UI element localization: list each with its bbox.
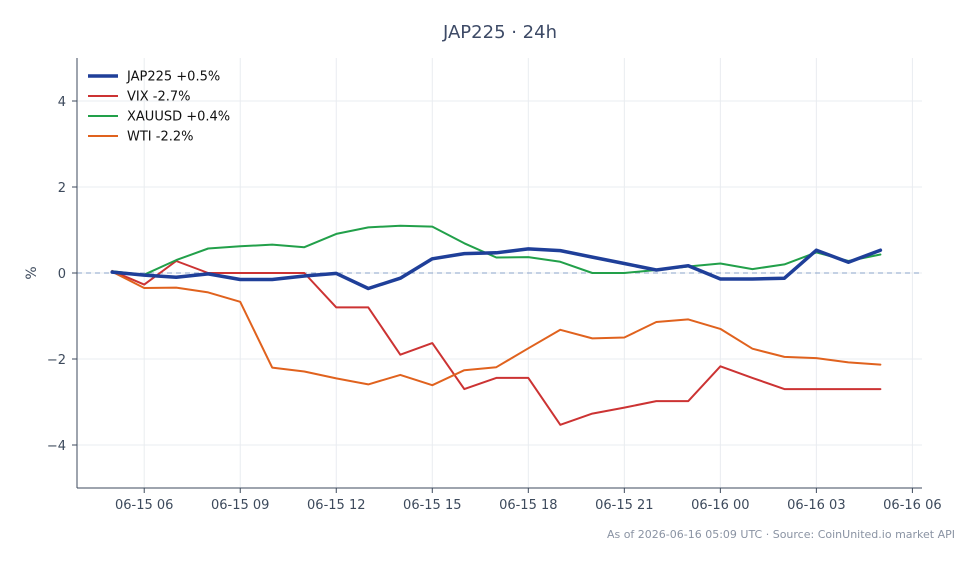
y-tick-label: −2 <box>47 353 66 368</box>
series-line-2 <box>111 224 882 276</box>
source-footer: As of 2026-06-16 05:09 UTC · Source: Coi… <box>607 528 955 541</box>
x-tick-label: 06-15 18 <box>499 498 557 513</box>
y-tick-label: −4 <box>47 439 66 454</box>
x-tick-label: 06-15 21 <box>595 498 653 513</box>
x-tick-label: 06-16 06 <box>883 498 941 513</box>
series-line-3 <box>111 270 882 387</box>
series-lines <box>110 224 883 426</box>
x-tick-label: 06-15 15 <box>403 498 461 513</box>
y-tick-label: 0 <box>58 267 66 282</box>
y-axis-label: % <box>24 266 40 279</box>
series-line-0 <box>110 247 883 291</box>
y-tick-label: 2 <box>58 181 66 196</box>
x-ticks: 06-15 06 06-15 09 06-15 12 06-15 15 06-15 18… <box>115 488 942 513</box>
x-tick-label: 06-15 09 <box>211 498 269 513</box>
legend-entry: VIX -2.7% <box>127 90 190 105</box>
x-tick-label: 06-16 00 <box>691 498 749 513</box>
x-tick-label: 06-15 06 <box>115 498 173 513</box>
legend-entry: XAUUSD +0.4% <box>127 110 230 125</box>
y-tick-label: 4 <box>58 95 66 110</box>
legend-entry: WTI -2.2% <box>127 130 193 145</box>
y-ticks: −4 −2 0 2 4 <box>47 95 77 454</box>
legend-entry: JAP225 +0.5% <box>126 70 220 85</box>
chart-title: JAP225 · 24h <box>442 22 557 43</box>
legend: JAP225 +0.5% VIX -2.7% XAUUSD +0.4% WTI -2.… <box>88 70 230 145</box>
x-tick-label: 06-15 12 <box>307 498 365 513</box>
series-line-1 <box>111 260 882 426</box>
x-tick-label: 06-16 03 <box>787 498 845 513</box>
